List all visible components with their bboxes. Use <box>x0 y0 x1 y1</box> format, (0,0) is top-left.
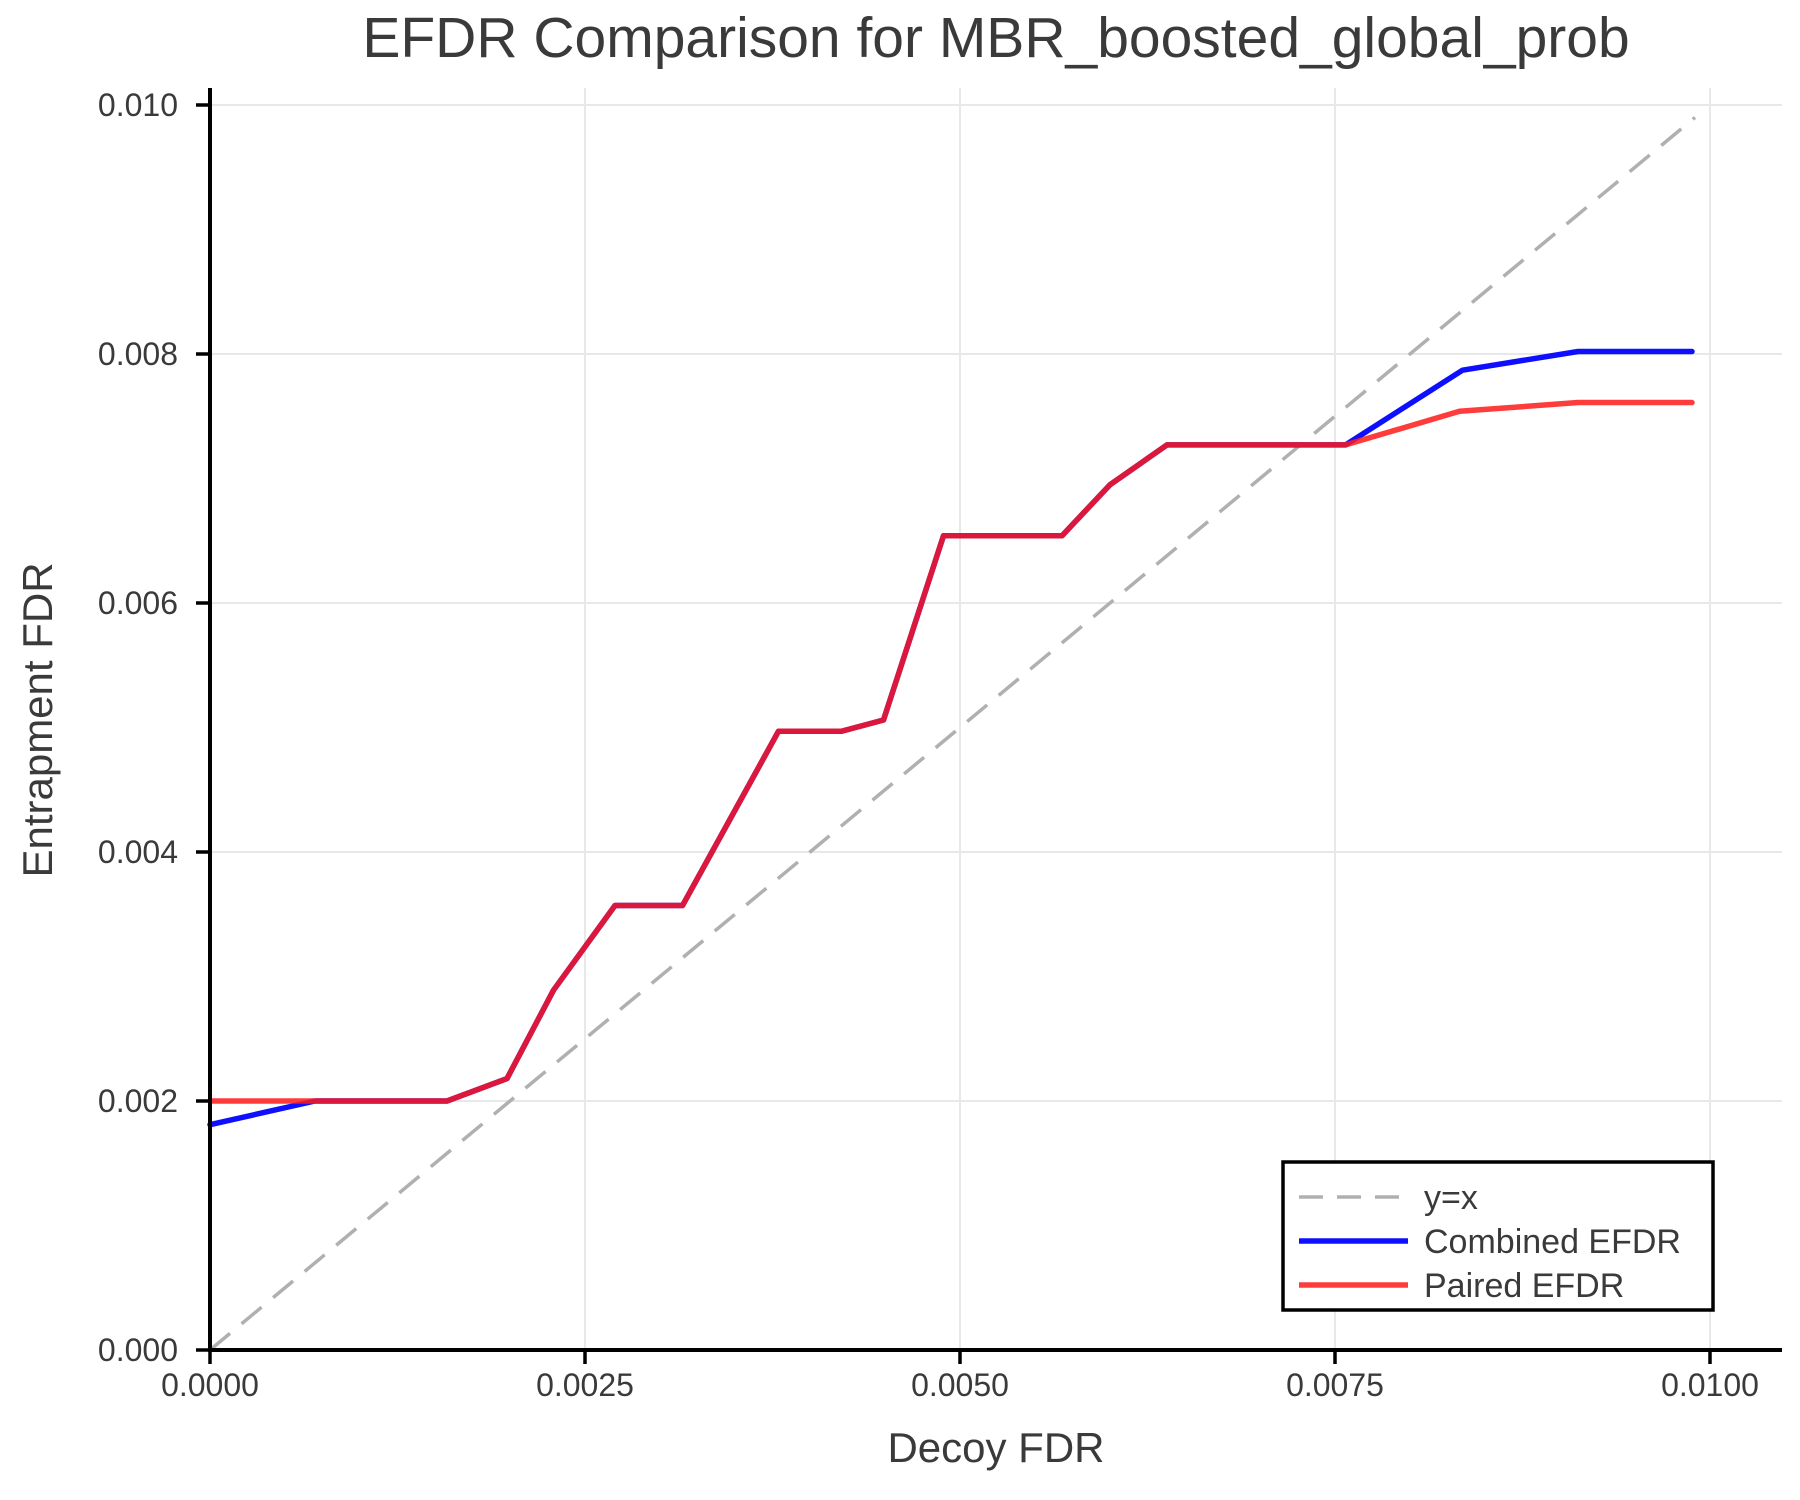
combined-efdr-line <box>207 348 1695 1128</box>
chart-title: EFDR Comparison for MBR_boosted_global_p… <box>362 6 1629 70</box>
x-tick-label: 0.0075 <box>1286 1367 1384 1403</box>
axis-ticks <box>196 103 1712 1364</box>
y-tick-label: 0.000 <box>98 1332 178 1368</box>
legend-label-combined-efdr: Combined EFDR <box>1424 1223 1681 1261</box>
axis-tick-labels: 0.0000 0.0025 0.0050 0.0075 0.0100 0.000 0.002… <box>98 87 1759 1403</box>
axes-spines <box>208 88 1782 1352</box>
y-equals-x-line <box>208 116 1697 1352</box>
x-axis-label: Decoy FDR <box>887 1424 1104 1471</box>
y-tick-label: 0.006 <box>98 585 178 621</box>
y-tick-label: 0.010 <box>98 87 178 123</box>
x-tick-label: 0.0050 <box>911 1367 1009 1403</box>
legend: y=x Combined EFDR Paired EFDR <box>1281 1160 1715 1312</box>
x-tick-label: 0.0000 <box>161 1367 259 1403</box>
y-tick-label: 0.008 <box>98 336 178 372</box>
x-tick-label: 0.0025 <box>536 1367 634 1403</box>
paired-efdr-line <box>207 399 1695 1104</box>
legend-label-y-equals-x: y=x <box>1424 1179 1478 1217</box>
legend-label-paired-efdr: Paired EFDR <box>1424 1267 1624 1305</box>
y-tick-label: 0.004 <box>98 834 178 870</box>
y-tick-label: 0.002 <box>98 1083 178 1119</box>
y-axis-label: Entrapment FDR <box>14 562 61 877</box>
x-tick-label: 0.0100 <box>1661 1367 1759 1403</box>
